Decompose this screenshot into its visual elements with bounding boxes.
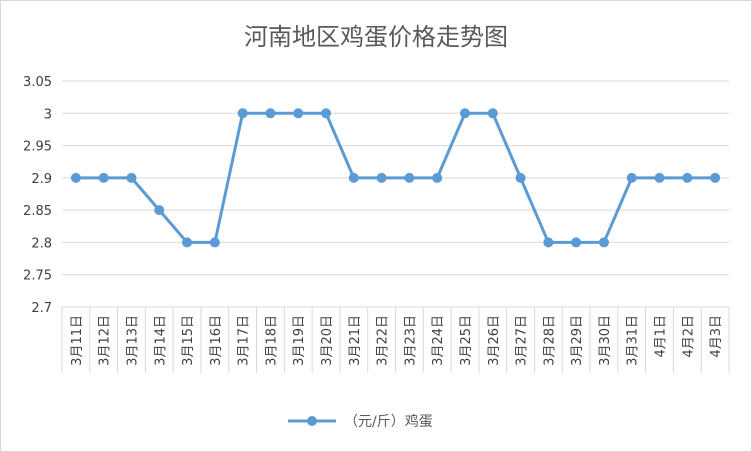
x-axis-ticks: 3月11日 3月12日 3月13日 3月14日 3月15日 3月16日 3月17日 3月18日… <box>70 315 724 366</box>
x-tick-label: 3月16日 <box>209 315 224 366</box>
y-tick-label: 2.85 <box>23 204 52 219</box>
x-tick-label: 3月26日 <box>487 315 502 366</box>
data-point <box>654 172 665 183</box>
x-tick-label: 3月21日 <box>348 315 363 366</box>
x-tick-label: 3月30日 <box>598 315 613 366</box>
x-tick-label: 3月19日 <box>292 315 307 366</box>
data-point <box>321 108 332 119</box>
data-point <box>237 108 248 119</box>
data-point <box>348 172 359 183</box>
x-tick-label: 4月2日 <box>681 315 696 358</box>
series-line <box>75 111 716 244</box>
data-point <box>293 108 304 119</box>
data-point <box>209 237 220 248</box>
data-point <box>598 237 609 248</box>
legend: （元/斤）鸡蛋 <box>288 413 433 430</box>
y-axis-ticks: 2.7 2.75 2.8 2.85 2.9 2.95 3 3.05 <box>23 75 52 316</box>
x-tick-label: 3月12日 <box>98 315 113 366</box>
x-tick-label: 3月24日 <box>431 315 446 366</box>
data-point <box>543 237 554 248</box>
x-tick-label: 3月15日 <box>181 315 196 366</box>
series-layer <box>70 108 721 248</box>
data-point <box>459 108 470 119</box>
y-tick-label: 3.05 <box>23 75 52 90</box>
legend-label: （元/斤）鸡蛋 <box>344 413 433 430</box>
y-tick-label: 2.8 <box>31 236 52 251</box>
chart-title: 河南地区鸡蛋价格走势图 <box>244 23 508 51</box>
y-tick-label: 2.9 <box>31 172 52 187</box>
data-point <box>70 172 81 183</box>
y-tick-label: 3 <box>44 107 52 122</box>
data-point <box>682 172 693 183</box>
x-tick-label: 3月23日 <box>403 315 418 366</box>
data-point <box>404 172 415 183</box>
data-point <box>154 205 165 216</box>
x-tick-label: 3月27日 <box>515 315 530 366</box>
x-tick-label: 3月28日 <box>542 315 557 366</box>
y-tick-label: 2.7 <box>31 301 52 316</box>
legend-dot-marker <box>307 416 317 426</box>
x-tick-label: 4月3日 <box>709 315 724 358</box>
x-tick-label: 3月29日 <box>570 315 585 366</box>
x-tick-label: 3月14日 <box>153 315 168 366</box>
data-point <box>432 172 443 183</box>
x-tick-label: 3月31日 <box>626 315 641 366</box>
data-point <box>515 172 526 183</box>
x-tick-label: 3月18日 <box>264 315 279 366</box>
data-point <box>571 237 582 248</box>
data-point <box>265 108 276 119</box>
x-tick-label: 3月11日 <box>70 315 85 366</box>
x-tick-label: 3月20日 <box>320 315 335 366</box>
y-tick-label: 2.75 <box>23 269 52 284</box>
data-point <box>126 172 137 183</box>
data-point <box>182 237 193 248</box>
data-point <box>710 172 721 183</box>
y-tick-label: 2.95 <box>23 140 52 155</box>
data-point <box>626 172 637 183</box>
x-tick-label: 3月22日 <box>376 315 391 366</box>
data-point <box>487 108 498 119</box>
data-point <box>376 172 387 183</box>
x-tick-label: 4月1日 <box>654 315 669 358</box>
x-tick-label: 3月25日 <box>459 315 474 366</box>
x-tick-label: 3月17日 <box>237 315 252 366</box>
data-point <box>98 172 109 183</box>
x-tick-label: 3月13日 <box>125 315 140 366</box>
